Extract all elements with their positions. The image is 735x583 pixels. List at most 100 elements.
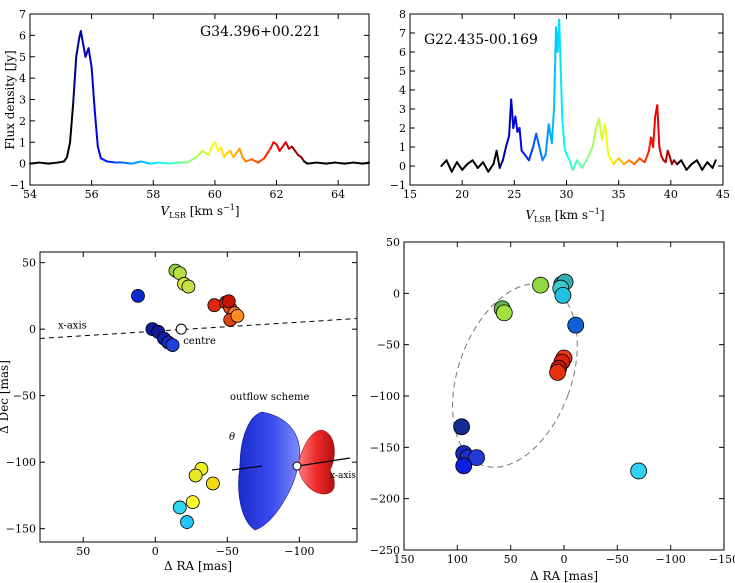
spectrum-segment bbox=[563, 146, 568, 156]
spectrum-segment bbox=[269, 141, 275, 150]
spectrum-segment bbox=[445, 159, 453, 173]
x-tick-label: 150 bbox=[394, 553, 415, 566]
spectrum-segment bbox=[476, 161, 485, 169]
spectrum-segment bbox=[690, 159, 698, 166]
spectrum-segment bbox=[612, 157, 620, 166]
spectrum-segment bbox=[79, 30, 84, 41]
spectrum-segment bbox=[167, 161, 179, 165]
xlabel-sub: LSR bbox=[169, 211, 187, 220]
panel-spotmap-g22: 150 100 50 0 −50 −100 −150 −250 −200 −150 −100 −50 0… bbox=[370, 236, 735, 583]
spectrum-segment bbox=[532, 132, 538, 148]
y-tick-label: −200 bbox=[370, 493, 400, 506]
spotmap-g34-xlabel: Δ RA [mas] bbox=[164, 559, 232, 573]
spectrum-segment bbox=[527, 146, 535, 162]
spectrum-segment bbox=[498, 159, 504, 169]
y-tick-label: 0 bbox=[393, 287, 400, 300]
spectrum-segment bbox=[607, 153, 615, 166]
xlabel-end: ] bbox=[600, 208, 605, 222]
xlabel-end: ] bbox=[235, 204, 240, 218]
x-tick-label: 40 bbox=[664, 188, 678, 201]
x-tick-label: 64 bbox=[331, 188, 345, 201]
xlabel-v: V bbox=[525, 208, 535, 222]
maser-spot bbox=[549, 363, 566, 381]
spotmap-g34-frame bbox=[39, 251, 358, 543]
spectrum-segment bbox=[139, 160, 152, 165]
spectrum-segment bbox=[96, 145, 102, 160]
maser-spot bbox=[468, 449, 485, 467]
spectrum-segment bbox=[284, 141, 290, 150]
inset-title: outflow scheme bbox=[230, 392, 309, 403]
maser-spot bbox=[181, 279, 196, 294]
y-tick-label: 6 bbox=[399, 46, 406, 59]
spectrum-segment bbox=[106, 160, 118, 164]
spectrum-g34-title: G34.396+00.221 bbox=[200, 24, 321, 40]
spectrum-segment bbox=[306, 161, 318, 165]
x-tick-label: 20 bbox=[455, 188, 469, 201]
spectrum-segment bbox=[701, 161, 709, 171]
y-tick-label: 0 bbox=[19, 158, 26, 171]
y-tick-label: 1 bbox=[399, 141, 406, 154]
spectrum-segment bbox=[495, 149, 501, 169]
xlabel-unit: [km s bbox=[551, 208, 588, 222]
y-tick-label: −100 bbox=[6, 456, 36, 469]
spectrum-segment bbox=[535, 132, 541, 148]
y-tick-label: −100 bbox=[370, 390, 400, 403]
spectrum-g34-xlabel: VLSR [km s−1] bbox=[160, 203, 239, 220]
xlabel-sub: LSR bbox=[534, 215, 552, 224]
spectrum-segment bbox=[482, 161, 490, 173]
spectrum-segment bbox=[65, 141, 72, 159]
inset-axis-left bbox=[231, 465, 263, 471]
maser-spot bbox=[455, 457, 473, 475]
spectrum-segment bbox=[586, 146, 594, 160]
spectrum-segment bbox=[575, 159, 584, 169]
xaxis-line-label: x-axis bbox=[58, 320, 87, 331]
y-tick-label: −50 bbox=[13, 390, 36, 403]
y-tick-label: 2 bbox=[19, 115, 26, 128]
x-tick-label: 100 bbox=[447, 553, 468, 566]
y-tick-label: 50 bbox=[386, 236, 400, 249]
spotmap-g34-ylabel: Δ Dec [mas] bbox=[0, 360, 11, 434]
y-tick-label: 5 bbox=[19, 51, 26, 64]
spotmap-g34-marks bbox=[39, 263, 358, 529]
y-tick-label: 0 bbox=[399, 160, 406, 173]
spectrum-segment bbox=[93, 109, 99, 148]
spectrum-segment bbox=[450, 161, 458, 173]
maser-spot bbox=[165, 338, 180, 353]
spectrum-segment bbox=[656, 104, 661, 148]
panel-spotmap-g34: outflow scheme θ x-axis 50 0 −50 −100 −150 −1… bbox=[0, 251, 358, 573]
y-tick-label: 5 bbox=[399, 65, 406, 78]
maser-spot bbox=[495, 304, 513, 322]
xlabel-sup: −1 bbox=[588, 207, 600, 216]
spectrum-g22-title: G22.435-00.169 bbox=[424, 32, 538, 48]
y-tick-label: 2 bbox=[399, 122, 406, 135]
spectrum-segment bbox=[581, 157, 589, 169]
spectrum-segment bbox=[538, 146, 544, 162]
spectrum-segment bbox=[343, 161, 355, 165]
y-tick-label: −1 bbox=[10, 179, 26, 192]
spectrum-segment bbox=[257, 157, 266, 164]
x-tick-label: 25 bbox=[507, 188, 521, 201]
spectrum-segment bbox=[471, 159, 479, 169]
spectrum-segment bbox=[658, 146, 663, 158]
spectrum-segment bbox=[544, 123, 550, 156]
spectrum-segment bbox=[643, 149, 650, 164]
spectrum-segment bbox=[99, 157, 109, 163]
maser-spot bbox=[532, 276, 549, 294]
x-tick-label: 0 bbox=[561, 553, 568, 566]
outflow-axis-line bbox=[39, 318, 358, 339]
spectrum-segment bbox=[213, 141, 219, 152]
maser-spot bbox=[554, 286, 572, 304]
spectrum-segment bbox=[56, 160, 65, 164]
spectrum-segment bbox=[207, 145, 213, 157]
x-tick-label: −100 bbox=[284, 545, 314, 558]
inset-centre-marker bbox=[292, 461, 302, 471]
spectrum-segment bbox=[604, 123, 610, 156]
x-tick-label: 35 bbox=[612, 188, 626, 201]
y-tick-label: 7 bbox=[399, 27, 406, 40]
spectrum-segment bbox=[695, 159, 704, 171]
spectrum-segment bbox=[361, 161, 370, 165]
y-tick-label: 4 bbox=[399, 84, 406, 97]
y-tick-label: −50 bbox=[377, 339, 400, 352]
maser-spot bbox=[453, 418, 471, 436]
spectrum-segment bbox=[201, 149, 210, 157]
